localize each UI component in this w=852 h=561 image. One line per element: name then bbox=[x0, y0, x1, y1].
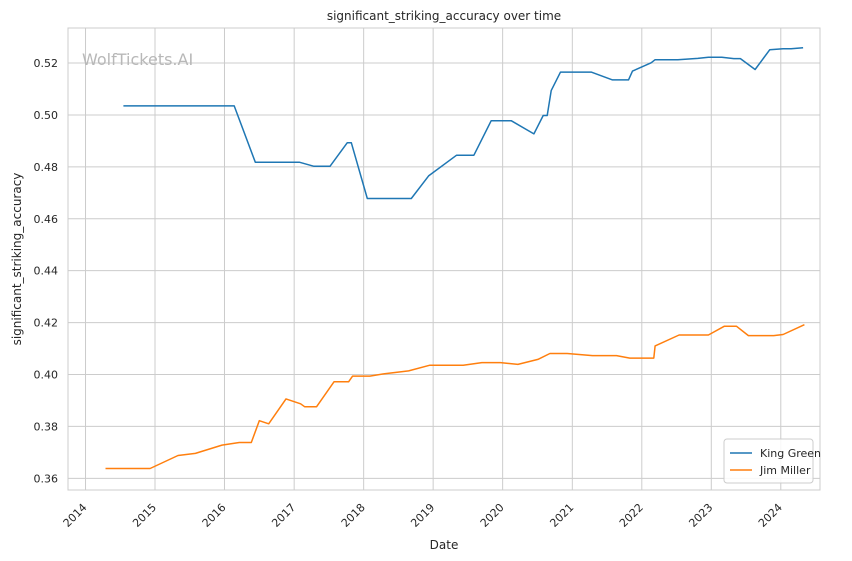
plot-area-frame bbox=[67, 27, 821, 491]
y-tick-label: 0.44 bbox=[34, 265, 59, 278]
series-line-king-green bbox=[123, 46, 804, 200]
y-tick-label: 0.52 bbox=[34, 57, 59, 70]
watermark: WolfTickets.AI bbox=[82, 50, 193, 69]
legend: King Green Jim Miller bbox=[723, 438, 821, 484]
gridlines bbox=[68, 28, 820, 490]
y-tick-label: 0.48 bbox=[34, 161, 59, 174]
y-tick-label: 0.36 bbox=[34, 472, 59, 485]
y-axis-title: significant_striking_accuracy bbox=[10, 173, 24, 346]
y-tick-labels: 0.36 0.38 0.40 0.42 0.44 0.46 0.48 0.50 0.52 bbox=[34, 57, 59, 485]
y-tick-label: 0.46 bbox=[34, 213, 59, 226]
legend-label: Jim Miller bbox=[759, 464, 811, 477]
y-tick-label: 0.50 bbox=[34, 109, 59, 122]
series-layer bbox=[105, 46, 805, 470]
y-tick-label: 0.40 bbox=[34, 369, 59, 382]
y-tick-label: 0.38 bbox=[34, 420, 59, 433]
legend-label: King Green bbox=[760, 447, 821, 460]
y-tick-label: 0.42 bbox=[34, 317, 59, 330]
series-line-jim-miller bbox=[105, 324, 805, 470]
chart-title: significant_striking_accuracy over time bbox=[327, 9, 561, 23]
legend-box bbox=[723, 438, 814, 484]
x-axis-title: Date bbox=[430, 538, 459, 552]
